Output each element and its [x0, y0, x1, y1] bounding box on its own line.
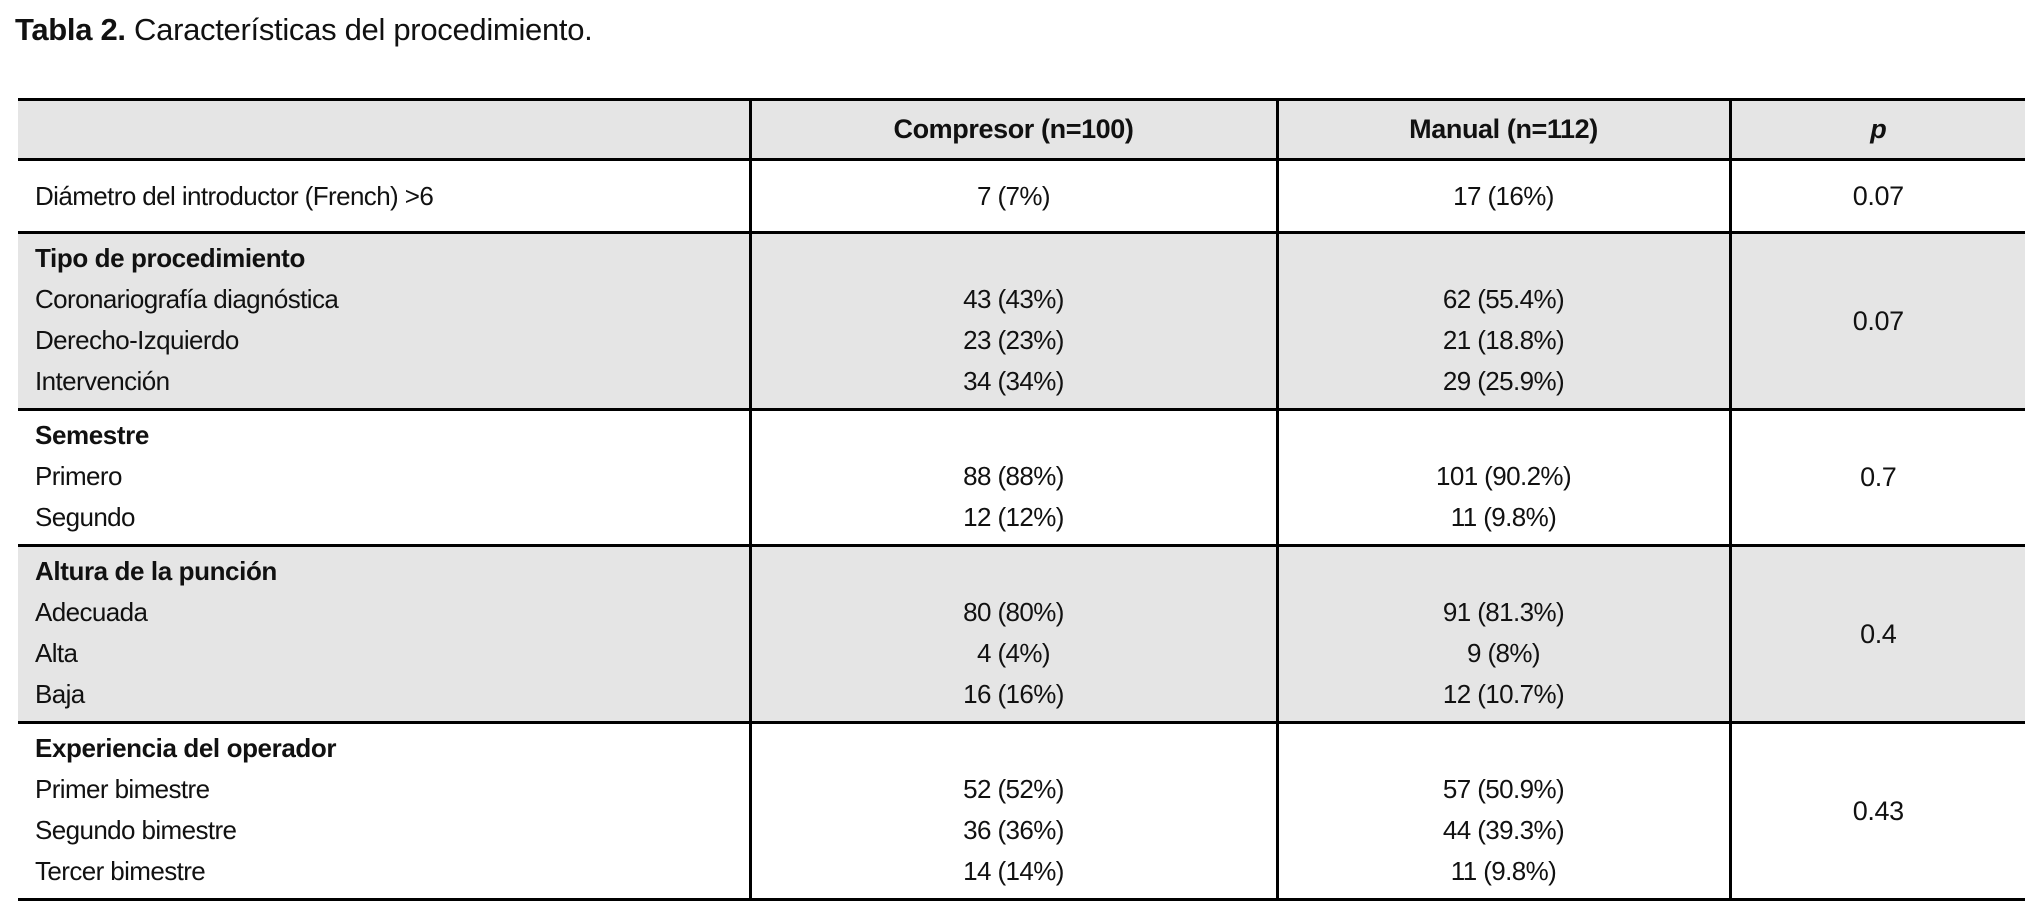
compresor-value: 7 (7%) [977, 181, 1051, 211]
p-value-cell: 0.4 [1728, 545, 2025, 723]
section-label-cell: Altura de la punción Adecuada Alta Baja [18, 546, 750, 723]
compresor-value: 36 (36%) [963, 815, 1064, 845]
row-label-cell: Diámetro del introductor (French) >6 [18, 160, 750, 233]
row-label: Segundo bimestre [35, 815, 237, 845]
p-value-cell: 0.07 [1728, 232, 2025, 410]
section-label-cell: Tipo de procedimiento Coronariografía di… [18, 233, 750, 410]
compresor-value-cell: 7 (7%) [748, 159, 1277, 233]
manual-value: 62 (55.4%) [1442, 284, 1565, 314]
section-header: Tipo de procedimiento [35, 243, 305, 273]
manual-value-cell: 57 (50.9%) 44 (39.3%) 11 (9.8%) [1275, 722, 1730, 900]
page-title: Tabla 2. Características del procedimien… [15, 12, 593, 48]
section-header: Semestre [35, 420, 149, 450]
row-label: Primer bimestre [35, 774, 210, 804]
compresor-value-cell: 52 (52%) 36 (36%) 14 (14%) [748, 722, 1277, 900]
row-label: Segundo [35, 502, 136, 532]
row-label: Derecho-Izquierdo [35, 325, 239, 355]
compresor-value: 12 (12%) [963, 502, 1064, 532]
compresor-value: 23 (23%) [963, 325, 1064, 355]
table-row-diametro: Diámetro del introductor (French) >6 7 (… [18, 159, 2025, 233]
compresor-value-cell: 80 (80%) 4 (4%) 16 (16%) [748, 545, 1277, 723]
compresor-value: 80 (80%) [963, 597, 1064, 627]
section-label-cell: Semestre Primero Segundo [18, 410, 750, 546]
compresor-value: 52 (52%) [963, 774, 1064, 804]
header-manual: Manual (n=112) [1275, 99, 1730, 160]
procedure-characteristics-table: Compresor (n=100) Manual (n=112) p Diáme… [18, 98, 2025, 901]
manual-value: 11 (9.8%) [1450, 856, 1557, 886]
row-label: Primero [35, 461, 122, 491]
compresor-value: 4 (4%) [977, 638, 1051, 668]
manual-value: 17 (16%) [1453, 181, 1554, 211]
compresor-value: 14 (14%) [963, 856, 1064, 886]
table-number: Tabla 2. [15, 12, 126, 47]
manual-value: 11 (9.8%) [1450, 502, 1557, 532]
compresor-value: 34 (34%) [963, 366, 1064, 396]
p-value-cell: 0.07 [1728, 159, 2025, 233]
section-header: Experiencia del operador [35, 733, 337, 763]
row-label: Alta [35, 638, 78, 668]
manual-value-cell: 101 (90.2%) 11 (9.8%) [1275, 409, 1730, 546]
row-label: Tercer bimestre [35, 856, 206, 886]
manual-value: 29 (25.9%) [1442, 366, 1565, 396]
row-label: Adecuada [35, 597, 148, 627]
compresor-value-cell: 43 (43%) 23 (23%) 34 (34%) [748, 232, 1277, 410]
table-section-tipo-de-procedimiento: Tipo de procedimiento Coronariografía di… [18, 232, 2025, 410]
header-row: Compresor (n=100) Manual (n=112) p [18, 99, 2025, 160]
manual-value: 44 (39.3%) [1442, 815, 1565, 845]
table-section-altura-de-la-puncion: Altura de la punción Adecuada Alta Baja … [18, 545, 2025, 723]
manual-value-cell: 62 (55.4%) 21 (18.8%) 29 (25.9%) [1275, 232, 1730, 410]
row-label: Intervención [35, 366, 170, 396]
row-label: Baja [35, 679, 85, 709]
header-compresor: Compresor (n=100) [748, 99, 1277, 160]
table-section-semestre: Semestre Primero Segundo 88 (88%) 12 (12… [18, 409, 2025, 546]
manual-value: 21 (18.8%) [1442, 325, 1565, 355]
header-empty-cell [18, 100, 750, 160]
compresor-value: 88 (88%) [963, 461, 1064, 491]
header-p: p [1728, 99, 2025, 160]
row-label: Coronariografía diagnóstica [35, 284, 339, 314]
section-header: Altura de la punción [35, 556, 277, 586]
manual-value: 9 (8%) [1467, 638, 1541, 668]
manual-value-cell: 17 (16%) [1275, 159, 1730, 233]
manual-value-cell: 91 (81.3%) 9 (8%) 12 (10.7%) [1275, 545, 1730, 723]
manual-value: 101 (90.2%) [1435, 461, 1572, 491]
table-section-experiencia-del-operador: Experiencia del operador Primer bimestre… [18, 722, 2025, 900]
manual-value: 91 (81.3%) [1442, 597, 1565, 627]
compresor-value: 43 (43%) [963, 284, 1064, 314]
manual-value: 12 (10.7%) [1442, 679, 1565, 709]
compresor-value-cell: 88 (88%) 12 (12%) [748, 409, 1277, 546]
compresor-value: 16 (16%) [963, 679, 1064, 709]
p-value-cell: 0.7 [1728, 409, 2025, 546]
manual-value: 57 (50.9%) [1442, 774, 1565, 804]
section-label-cell: Experiencia del operador Primer bimestre… [18, 723, 750, 900]
table-caption: Características del procedimiento. [125, 12, 593, 47]
row-label: Diámetro del introductor (French) >6 [35, 181, 434, 211]
p-value-cell: 0.43 [1728, 722, 2025, 900]
